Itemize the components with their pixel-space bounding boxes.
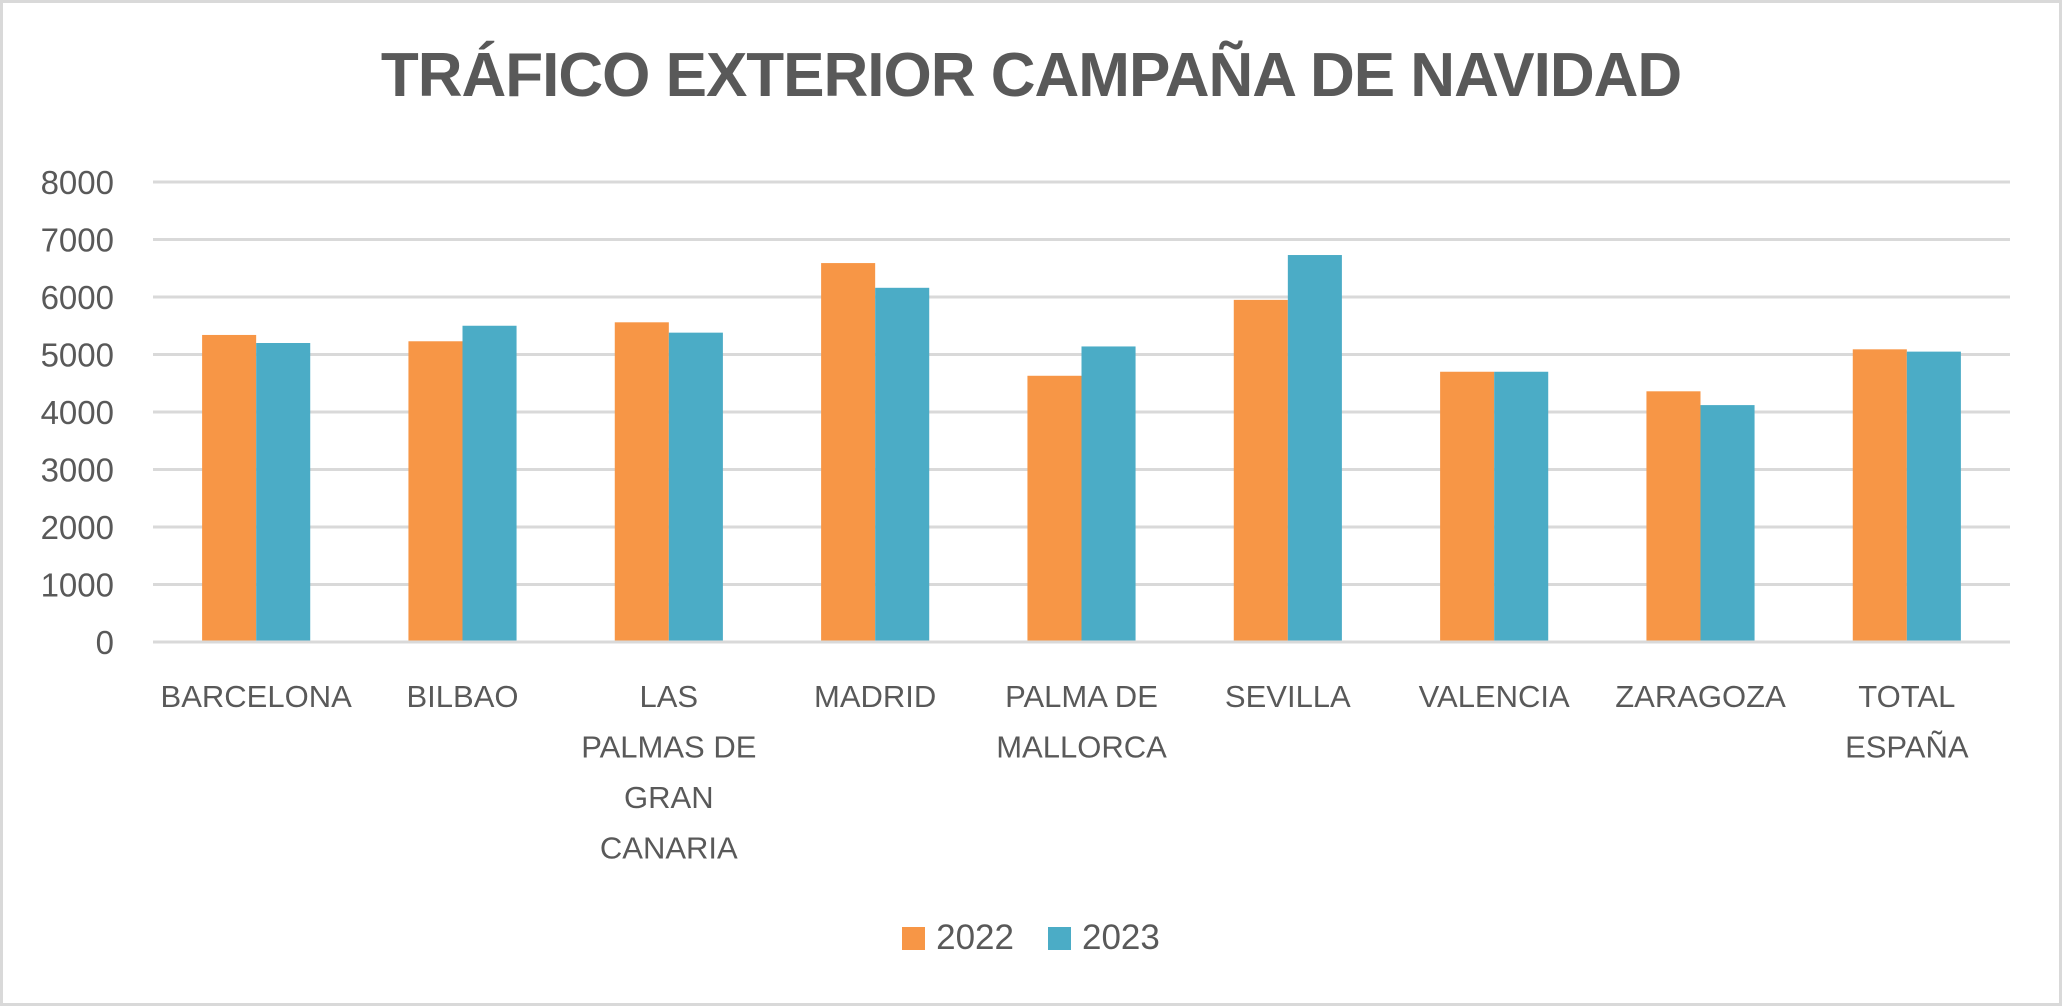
bar-2022 (1646, 391, 1701, 642)
x-tick-label-line: LAS (640, 679, 699, 714)
bar-2023 (1494, 371, 1549, 642)
x-tick-label: PALMA DE MALLORCA (996, 679, 1167, 765)
bar-2022 (408, 341, 463, 642)
x-tick-label-line: CANARIA (600, 831, 738, 866)
bar-2022 (1852, 349, 1907, 642)
x-tick-label-line: BARCELONA (161, 679, 353, 714)
y-tick-label: 7000 (41, 222, 114, 259)
chart-title: TRÁFICO EXTERIOR CAMPAÑA DE NAVIDAD (380, 41, 1682, 110)
x-tick-label: LAS PALMAS DE GRAN CANARIA (581, 679, 756, 866)
x-tick-label-line: VALENCIA (1419, 679, 1570, 714)
legend-swatch-2023 (1048, 926, 1071, 950)
x-tick-label-line: ZARAGOZA (1615, 679, 1786, 714)
bar-2022 (614, 322, 669, 642)
x-tick-label-line: ESPAÑA (1845, 730, 1969, 765)
x-tick-label-line: BILBAO (407, 679, 519, 714)
x-tick-label-line: PALMA DE (1005, 679, 1158, 714)
x-tick-label: MADRID (814, 679, 936, 714)
x-tick-label: BARCELONA (161, 679, 353, 714)
legend-label-2023: 2023 (1082, 918, 1160, 957)
x-tick-label: ZARAGOZA (1615, 679, 1786, 714)
bar-2023 (1081, 346, 1136, 642)
x-tick-label-line: PALMAS DE (581, 730, 756, 765)
legend-swatch-2022 (902, 926, 926, 950)
x-tick-label: VALENCIA (1419, 679, 1570, 714)
legend: 2022 2023 (0, 918, 2062, 958)
y-tick-label: 4000 (41, 394, 114, 431)
y-tick-label: 5000 (41, 337, 114, 374)
bar-2023 (668, 332, 723, 642)
bar-2023 (1700, 405, 1755, 642)
y-tick-label: 8000 (41, 164, 114, 201)
x-tick-label: SEVILLA (1225, 679, 1351, 714)
bar-2022 (821, 263, 876, 642)
legend-label-2022: 2022 (936, 918, 1014, 957)
x-tick-label-line: MADRID (814, 679, 936, 714)
bar-2022 (1440, 371, 1495, 642)
x-tick-label-line: TOTAL (1858, 679, 1955, 714)
y-tick-label: 1000 (41, 567, 114, 604)
x-tick-label-line: GRAN (624, 780, 714, 815)
legend-item-2023[interactable]: 2023 (1048, 918, 1160, 958)
y-tick-label: 0 (96, 624, 114, 661)
bar-2023 (875, 287, 930, 642)
x-tick-label: BILBAO (407, 679, 519, 714)
bar-2022 (1233, 299, 1288, 642)
x-tick-label-line: SEVILLA (1225, 679, 1351, 714)
x-tick-label: TOTAL ESPAÑA (1845, 679, 1969, 765)
bar-2022 (1027, 375, 1082, 642)
bar-2023 (256, 343, 311, 642)
bar-2023 (1906, 351, 1961, 642)
y-tick-label: 3000 (41, 452, 114, 489)
y-tick-label: 2000 (41, 509, 114, 546)
bar-2023 (462, 325, 517, 642)
bar-2023 (1287, 255, 1342, 642)
x-tick-label-line: MALLORCA (996, 730, 1167, 765)
legend-item-2022[interactable]: 2022 (902, 918, 1014, 958)
y-tick-label: 6000 (41, 279, 114, 316)
bar-2022 (202, 334, 257, 642)
